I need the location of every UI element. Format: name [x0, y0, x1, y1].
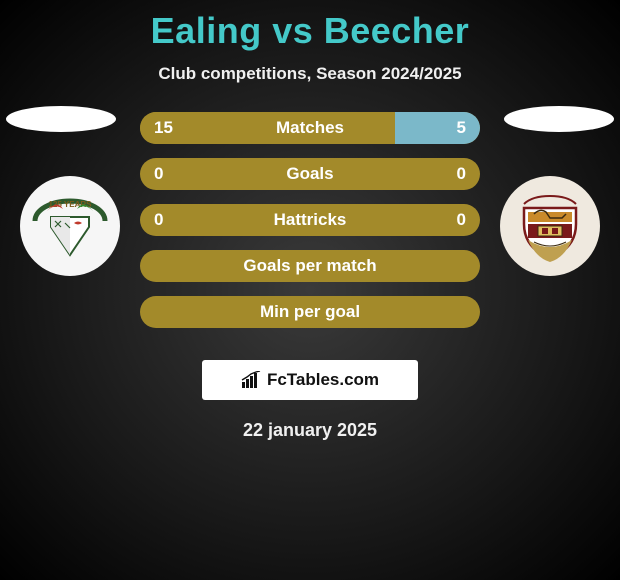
left-marker-ellipse: [6, 106, 116, 132]
svg-text:125 YEARS: 125 YEARS: [49, 200, 93, 209]
season-subtitle: Club competitions, Season 2024/2025: [0, 64, 620, 84]
stat-label: Min per goal: [140, 296, 480, 328]
brand-box: FcTables.com: [202, 360, 418, 400]
stat-row: Min per goal: [140, 296, 480, 328]
stat-value-left: 0: [154, 158, 163, 190]
brand-chart-icon: [241, 371, 263, 389]
page-title: Ealing vs Beecher: [0, 0, 620, 52]
stat-value-right: 0: [457, 158, 466, 190]
stat-row: Goals per match: [140, 250, 480, 282]
comparison-panel: 125 YEARS Matches155Goals00Hattricks00Go…: [0, 112, 620, 342]
stat-value-left: 15: [154, 112, 173, 144]
stat-value-right: 5: [457, 112, 466, 144]
footer-date: 22 january 2025: [0, 420, 620, 441]
stat-label: Goals per match: [140, 250, 480, 282]
crest-left-icon: 125 YEARS: [25, 181, 115, 271]
crest-right-icon: [504, 180, 596, 272]
stat-row: Hattricks0 0: [140, 204, 480, 236]
team-crest-right: [500, 176, 600, 276]
right-marker-ellipse: [504, 106, 614, 132]
stat-value-left: 0: [154, 204, 163, 236]
stat-label: Matches: [140, 112, 480, 144]
stat-label: Hattricks: [140, 204, 480, 236]
brand-text: FcTables.com: [267, 370, 379, 390]
stat-label: Goals: [140, 158, 480, 190]
stat-bars: Matches155Goals00Hattricks00Goals per ma…: [140, 112, 480, 342]
stat-value-right: 0: [457, 204, 466, 236]
stat-row: Goals0 0: [140, 158, 480, 190]
stat-row: Matches15 5: [140, 112, 480, 144]
team-crest-left: 125 YEARS: [20, 176, 120, 276]
